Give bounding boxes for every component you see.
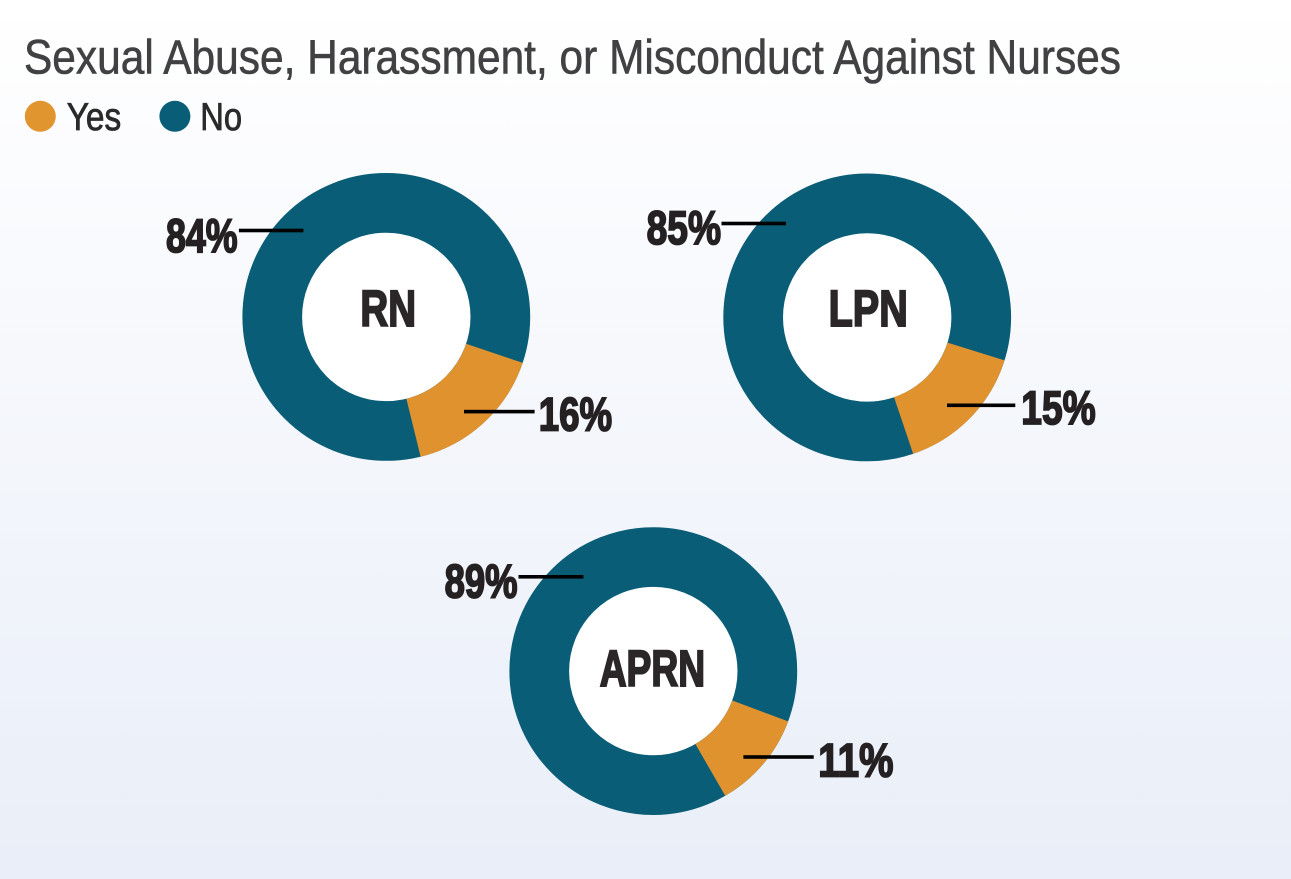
svg-text:15%: 15% xyxy=(1021,381,1095,434)
svg-text:11%: 11% xyxy=(818,734,893,787)
svg-text:Sexual Abuse, Harassment, or M: Sexual Abuse, Harassment, or Misconduct … xyxy=(24,31,1121,84)
svg-text:LPN: LPN xyxy=(829,280,908,337)
svg-text:Yes: Yes xyxy=(67,96,122,139)
svg-text:85%: 85% xyxy=(647,201,721,254)
svg-text:84%: 84% xyxy=(166,209,238,262)
svg-text:RN: RN xyxy=(360,280,416,337)
svg-text:No: No xyxy=(200,96,242,139)
svg-text:16%: 16% xyxy=(539,388,612,441)
svg-text:APRN: APRN xyxy=(600,640,705,697)
svg-text:89%: 89% xyxy=(445,555,518,608)
